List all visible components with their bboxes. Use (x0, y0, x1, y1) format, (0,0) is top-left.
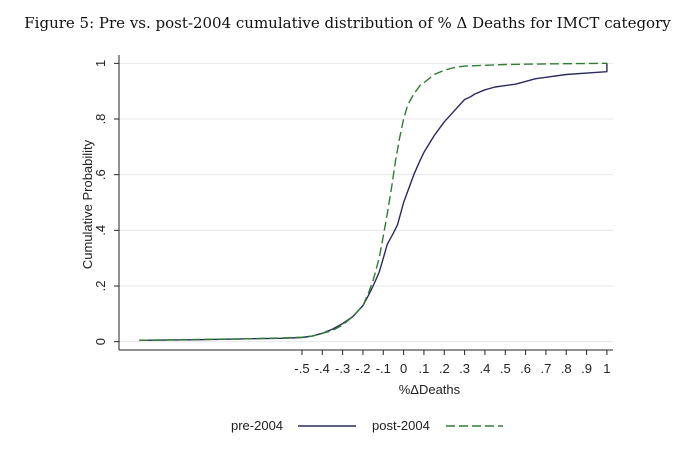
x-tick-label: 0 (400, 361, 407, 376)
y-axis-label: Cumulative Probability (80, 139, 95, 269)
x-tick-label: .9 (581, 361, 592, 376)
x-tick-label: .1 (419, 361, 430, 376)
x-tick-label: -.1 (376, 361, 391, 376)
y-tick-label: .8 (93, 114, 108, 125)
legend-label-post-2004: post-2004 (372, 418, 430, 433)
x-tick-label: .6 (520, 361, 531, 376)
x-tick-label: -.5 (294, 361, 309, 376)
x-axis: -.5 -.4 -.3 -.2 -.1 0 .1 .2 .3 .4 .5 .6 .7 .8 .9 1 (294, 350, 611, 376)
y-axis: 0 .2 .4 .6 .8 1 (93, 60, 119, 345)
legend: pre-2004 post-2004 (231, 418, 503, 433)
x-tick-label: -.3 (335, 361, 350, 376)
legend-label-pre-2004: pre-2004 (231, 418, 283, 433)
series-line-pre-2004 (139, 63, 608, 341)
x-tick-label: -.4 (315, 361, 330, 376)
plot-frame (118, 55, 613, 351)
x-tick-label: .7 (540, 361, 551, 376)
x-tick-label: -.2 (355, 361, 370, 376)
x-tick-label: .3 (459, 361, 470, 376)
x-tick-label: .2 (439, 361, 450, 376)
y-tick-label: .4 (93, 225, 108, 236)
y-tick-label: .2 (93, 281, 108, 292)
x-axis-label: %ΔDeaths (399, 382, 461, 397)
series-line-post-2004 (139, 62, 607, 341)
figure-caption: Figure 5: Pre vs. post-2004 cumulative d… (24, 14, 671, 32)
y-tick-label: 1 (93, 60, 108, 67)
x-tick-label: .5 (500, 361, 511, 376)
x-tick-label: .8 (561, 361, 572, 376)
x-tick-label: 1 (603, 361, 610, 376)
y-tick-label: .6 (93, 169, 108, 180)
series-group (139, 62, 608, 341)
grid-lines (119, 62, 613, 343)
y-tick-label: 0 (93, 338, 108, 345)
x-tick-label: .4 (480, 361, 491, 376)
